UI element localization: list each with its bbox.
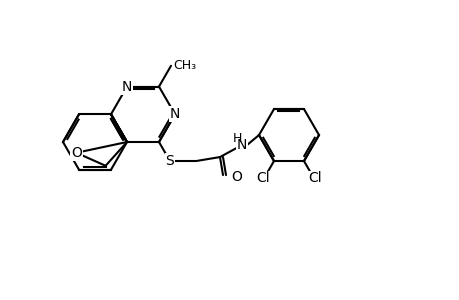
Text: O: O	[230, 170, 241, 184]
Text: Cl: Cl	[256, 171, 269, 185]
Text: CH₃: CH₃	[173, 59, 196, 72]
Text: N: N	[122, 80, 132, 94]
Text: N: N	[236, 138, 246, 152]
Text: Cl: Cl	[308, 171, 321, 185]
Text: H: H	[232, 132, 241, 145]
Text: S: S	[165, 154, 174, 168]
Text: O: O	[71, 146, 82, 160]
Text: N: N	[169, 107, 180, 121]
